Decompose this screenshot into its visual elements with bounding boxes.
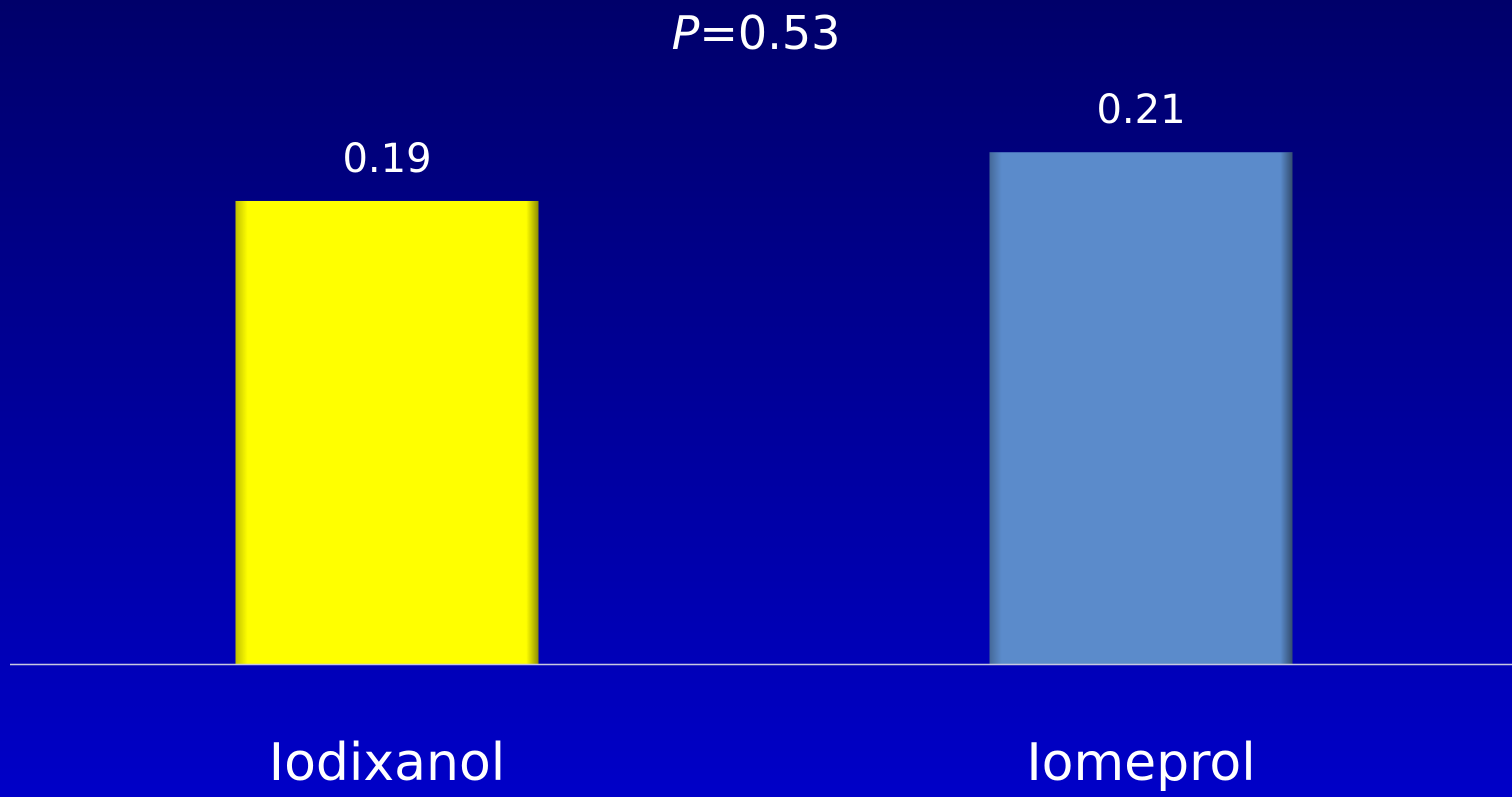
value-label: 0.19 (342, 136, 431, 182)
bar (235, 200, 539, 664)
x-tick-label: Iodixanol (269, 733, 505, 793)
chart-title: P=0.53 (672, 6, 841, 60)
x-tick-label: Iomeprol (1026, 733, 1255, 793)
value-label: 0.21 (1096, 87, 1185, 133)
bar (989, 152, 1293, 665)
